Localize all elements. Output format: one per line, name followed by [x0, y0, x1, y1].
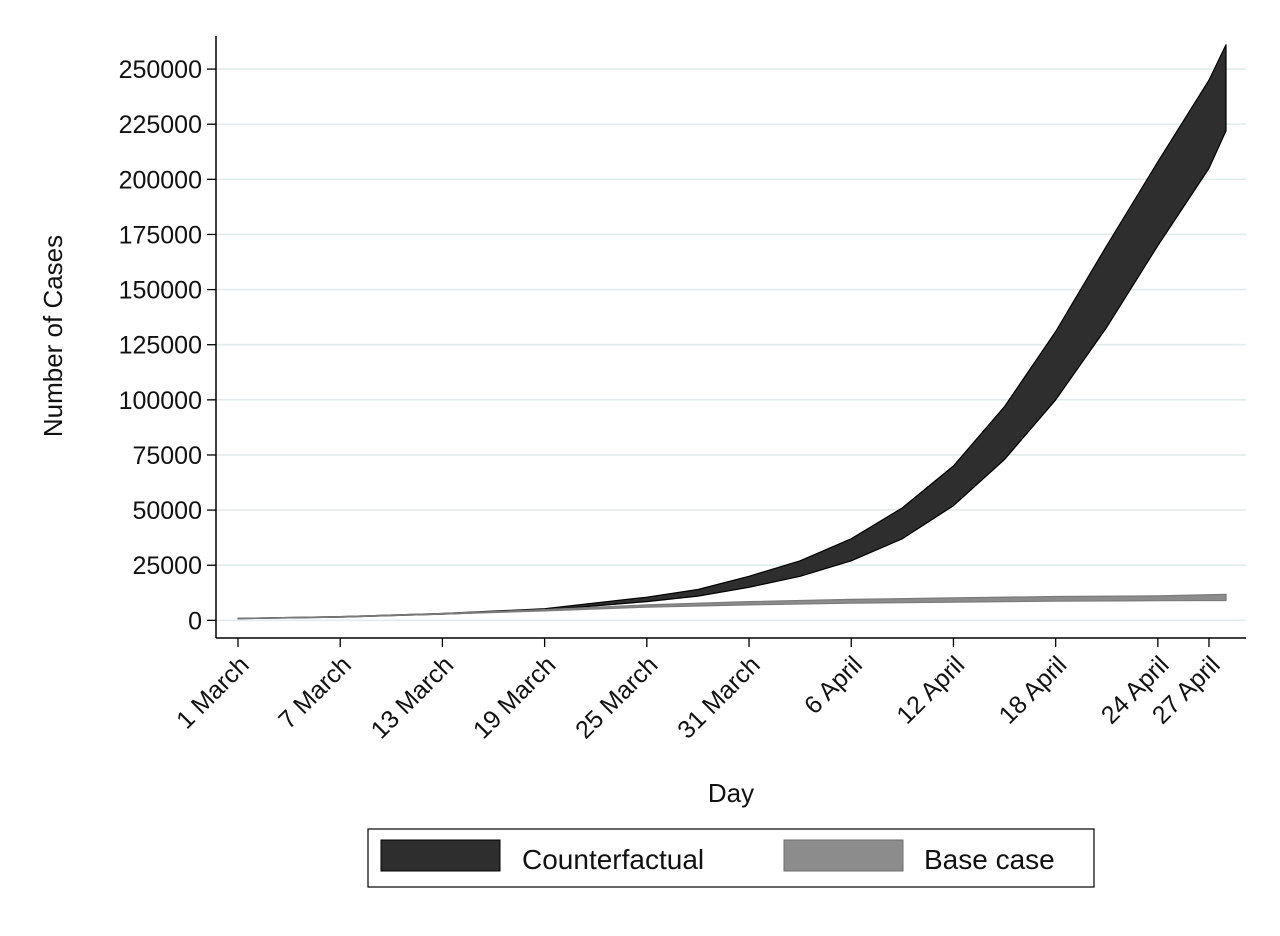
- y-axis-title: Number of Cases: [38, 235, 68, 437]
- series-areas: [237, 44, 1227, 620]
- y-tick-label: 200000: [119, 166, 202, 194]
- series-area-base-case: [237, 593, 1227, 620]
- y-tick-label: 150000: [119, 277, 202, 305]
- legend-label-base-case: Base case: [924, 844, 1055, 875]
- y-tick-label: 25000: [132, 552, 202, 580]
- y-tick-label: 0: [188, 607, 202, 635]
- legend: Counterfactual Base case: [367, 828, 1095, 888]
- y-tick-label: 250000: [119, 56, 202, 84]
- y-tick-label: 100000: [119, 387, 202, 415]
- legend-swatch-base-case: [783, 839, 904, 872]
- y-ticks: 0 25000 50000 75000 100000 125000 150000 175000…: [119, 56, 216, 635]
- y-tick-label: 175000: [119, 221, 202, 249]
- legend-swatch-counterfactual: [380, 839, 501, 872]
- x-axis-title: Day: [708, 778, 754, 808]
- gridlines: [216, 68, 1246, 622]
- legend-label-counterfactual: Counterfactual: [522, 844, 704, 875]
- y-tick-label: 225000: [119, 111, 202, 139]
- series-area-counterfactual: [237, 44, 1227, 620]
- y-tick-label: 75000: [132, 442, 202, 470]
- y-tick-label: 125000: [119, 332, 202, 360]
- axes: [215, 36, 1246, 639]
- y-tick-label: 50000: [132, 497, 202, 525]
